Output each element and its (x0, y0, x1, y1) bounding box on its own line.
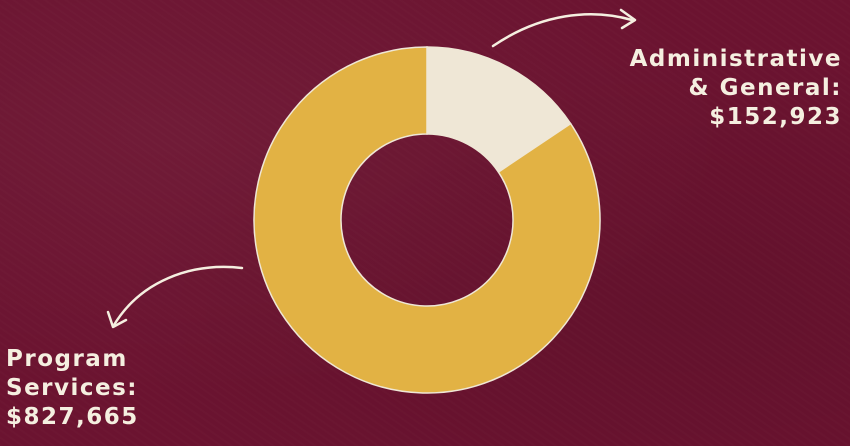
admin-general-label: Administrative & General: $152,923 (630, 45, 842, 132)
admin-label-line-1: Administrative (629, 46, 842, 72)
program-label-line-2: Services: (6, 375, 139, 401)
slice-administrative-general (426, 46, 572, 174)
arrow-to-admin-icon (491, 13, 634, 48)
admin-label-line-2: & General: (688, 75, 842, 101)
arrowhead-program-icon (106, 310, 128, 329)
slice-program-services (253, 46, 601, 394)
arrow-to-program-icon (112, 265, 244, 327)
admin-label-value: $152,923 (709, 104, 842, 130)
program-label-value: $827,665 (6, 404, 139, 430)
donut-slices (253, 46, 601, 394)
arrowhead-admin-icon (619, 8, 637, 30)
program-label-line-1: Program (6, 346, 128, 372)
program-services-label: Program Services: $827,665 (6, 345, 139, 432)
